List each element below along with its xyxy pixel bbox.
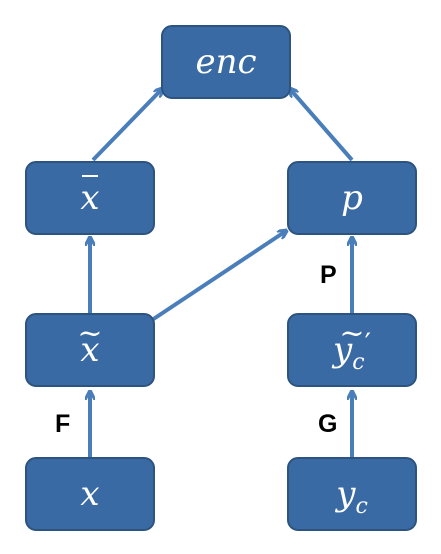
- node-enc-label: enc: [195, 42, 257, 82]
- node-yc-label: y: [336, 474, 356, 514]
- node-x: x: [25, 457, 155, 531]
- edge-p-to-enc: [290, 89, 354, 162]
- node-yctilde-prime: ′: [364, 327, 371, 360]
- node-xtilde: ~ x: [25, 313, 155, 387]
- node-yc: yc: [287, 457, 417, 531]
- edge-xtilde-to-p: [150, 231, 286, 322]
- node-yctilde-subscript: c: [352, 350, 365, 375]
- node-xbar: x: [25, 161, 155, 235]
- node-p-label: p: [341, 178, 363, 218]
- node-yctilde: ~ yc′: [287, 313, 417, 387]
- node-yc-subscript: c: [355, 494, 368, 519]
- node-yctilde-label: y: [333, 330, 353, 370]
- edge-xbar-to-enc: [91, 89, 162, 162]
- edge-label-P: P: [320, 261, 337, 289]
- bar-accent-icon: [82, 175, 98, 177]
- tilde-accent-icon: ~: [77, 316, 103, 351]
- edge-label-F: F: [55, 410, 71, 438]
- node-p: p: [287, 161, 417, 235]
- tilde-accent-icon: ~: [339, 316, 365, 351]
- edge-label-G: G: [318, 410, 338, 438]
- node-enc: enc: [161, 25, 291, 99]
- node-xtilde-label: x: [80, 330, 100, 370]
- node-xbar-label: x: [80, 178, 100, 218]
- node-x-label: x: [80, 474, 100, 514]
